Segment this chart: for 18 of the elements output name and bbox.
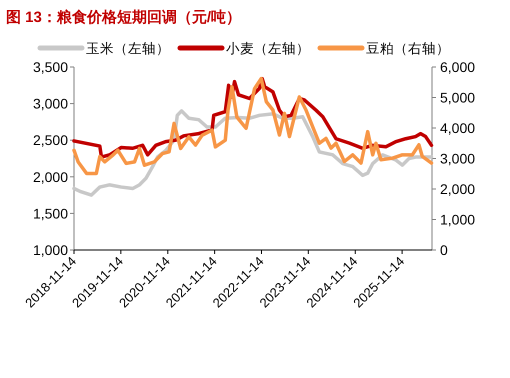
y2-tick-label: 6,000	[440, 59, 476, 75]
y2-tick-label: 2,000	[440, 181, 476, 197]
chart-title: 图 13：粮食价格短期回调（元/吨）	[6, 9, 242, 26]
y2-tick-label: 1,000	[440, 212, 476, 228]
y-tick-label: 3,500	[32, 59, 68, 75]
legend-label: 豆粕（右轴）	[366, 41, 450, 56]
y-tick-label: 2,000	[32, 168, 68, 185]
y-tick-label: 1,500	[32, 205, 68, 222]
y-tick-label: 2,500	[32, 132, 68, 148]
y-tick-label: 1,000	[32, 242, 68, 258]
y2-tick-label: 3,000	[440, 150, 476, 166]
legend-label: 小麦（左轴）	[226, 41, 310, 56]
y2-tick-label: 4,000	[440, 120, 476, 136]
y2-tick-label: 5,000	[440, 90, 476, 106]
y-tick-label: 3,000	[32, 96, 68, 112]
line-series	[72, 76, 434, 176]
y2-tick-label: 0	[440, 242, 448, 258]
legend-label: 玉米（左轴）	[86, 41, 170, 56]
